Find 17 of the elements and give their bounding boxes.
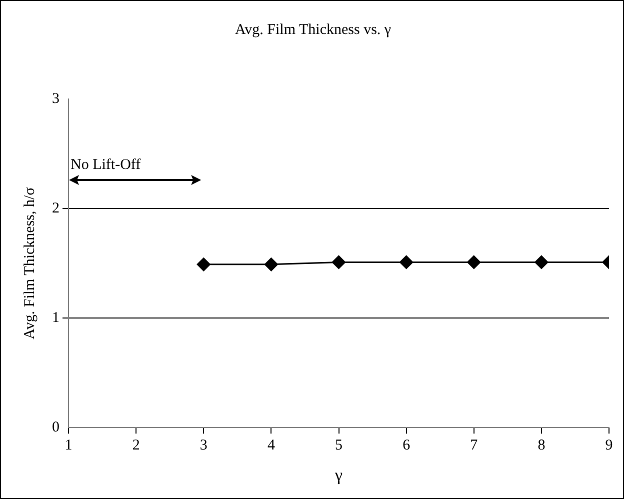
x-tick-label: 4: [267, 438, 276, 454]
annotation: No Lift-Off: [70, 157, 141, 173]
y-tick-label: 2: [52, 200, 60, 216]
x-tick-label: 8: [538, 438, 546, 454]
y-tick-label: 0: [52, 420, 60, 436]
y-axis-title: Avg. Film Thickness, h/σ: [22, 187, 38, 340]
x-axis-title: γ: [334, 465, 343, 484]
x-tick-label: 3: [200, 438, 208, 454]
x-tick-label: 9: [605, 438, 613, 454]
y-tick-label: 1: [52, 310, 60, 326]
x-tick-label: 1: [64, 438, 72, 454]
x-tick-label: 5: [335, 438, 342, 454]
x-tick-label: 7: [470, 438, 478, 454]
y-tick-label: 3: [52, 90, 60, 107]
chart-title: Avg. Film Thickness vs. γ: [234, 22, 392, 38]
x-tick-label: 6: [402, 438, 411, 454]
x-tick-label: 2: [132, 438, 140, 454]
